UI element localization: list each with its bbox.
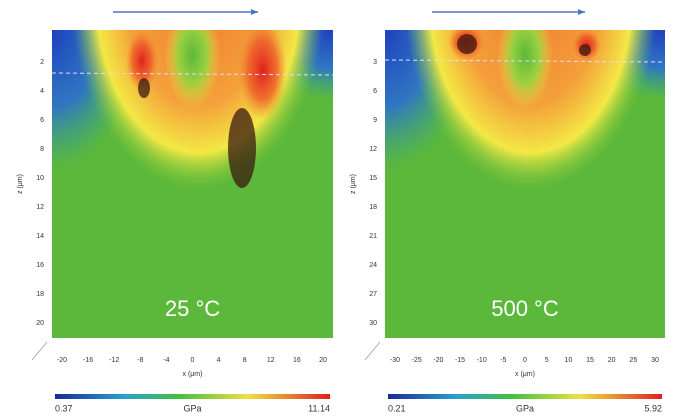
x-tick-label: 8 (243, 357, 247, 364)
y-tick-label: 14 (36, 233, 44, 240)
y-tick-label: 4 (40, 88, 44, 95)
x-tick-label: -16 (83, 357, 93, 364)
x-tick-label: -12 (109, 357, 119, 364)
y-tick-label: 30 (369, 320, 377, 327)
colorbar-min: 0.21 (388, 403, 406, 413)
x-tick-label: 0 (191, 357, 195, 364)
y-tick-label: 18 (369, 204, 377, 211)
x-tick-label: 25 (629, 357, 637, 364)
x-tick-label: -20 (433, 357, 443, 364)
axis-corner (364, 341, 381, 361)
y-tick-label: 10 (36, 175, 44, 182)
x-tick-label: -8 (137, 357, 143, 364)
yield-points (579, 44, 591, 56)
y-tick-label: 3 (373, 59, 377, 66)
y-tick-label: 6 (373, 88, 377, 95)
x-tick-label: -30 (390, 357, 400, 364)
y-axis-label: z (μm) (350, 174, 357, 194)
colorbar-unit: GPa (183, 403, 201, 413)
y-tick-label: 12 (36, 204, 44, 211)
heatmap (385, 30, 665, 338)
colorbar (55, 394, 330, 399)
y-tick-label: 18 (36, 291, 44, 298)
y-tick-label: 24 (369, 262, 377, 269)
x-tick-label: -5 (500, 357, 506, 364)
y-tick-label: 2 (40, 59, 44, 66)
y-axis-label: z (μm) (17, 174, 24, 194)
stress-zone (404, 30, 657, 268)
dashed-line (384, 59, 666, 63)
x-tick-label: 16 (293, 357, 301, 364)
x-tick-label: 30 (651, 357, 659, 364)
x-tick-label: 10 (564, 357, 572, 364)
yield-points (228, 108, 256, 188)
y-tick-label: 16 (36, 262, 44, 269)
colorbar-unit: GPa (516, 403, 534, 413)
arrow-head (251, 9, 258, 15)
x-tick-label: 12 (267, 357, 275, 364)
x-tick-label: -4 (163, 357, 169, 364)
x-axis-label: x (μm) (515, 371, 535, 378)
x-tick-label: 5 (545, 357, 549, 364)
yield-points (457, 34, 477, 54)
x-tick-label: 20 (319, 357, 327, 364)
y-tick-label: 8 (40, 146, 44, 153)
colorbar-max: 5.92 (644, 403, 662, 413)
x-tick-label: -20 (57, 357, 67, 364)
x-axis-label: x (μm) (183, 371, 203, 378)
y-tick-label: 6 (40, 117, 44, 124)
x-tick-label: -15 (455, 357, 465, 364)
peak-zone (238, 30, 287, 121)
x-tick-label: 4 (217, 357, 221, 364)
arrow-head (578, 9, 585, 15)
axis-corner (31, 341, 48, 361)
y-tick-label: 21 (369, 233, 377, 240)
x-tick-label: 20 (608, 357, 616, 364)
y-tick-label: 12 (369, 146, 377, 153)
center-notch (497, 30, 553, 110)
colorbar-max: 11.14 (308, 403, 330, 413)
colorbar-min: 0.37 (55, 403, 73, 413)
yield-points (138, 78, 150, 98)
y-tick-label: 9 (373, 117, 377, 124)
x-tick-label: 15 (586, 357, 594, 364)
x-tick-label: 0 (523, 357, 527, 364)
dashed-line (51, 72, 334, 76)
peak-zone (125, 30, 158, 91)
y-tick-label: 20 (36, 320, 44, 327)
temperature-label: 500 °C (491, 296, 559, 321)
x-tick-label: -25 (412, 357, 422, 364)
temperature-label: 25 °C (165, 296, 220, 321)
y-tick-label: 27 (369, 291, 377, 298)
colorbar (388, 394, 662, 399)
x-tick-label: -10 (477, 357, 487, 364)
center-notch (164, 30, 221, 110)
heatmap (52, 30, 333, 338)
y-tick-label: 15 (369, 175, 377, 182)
